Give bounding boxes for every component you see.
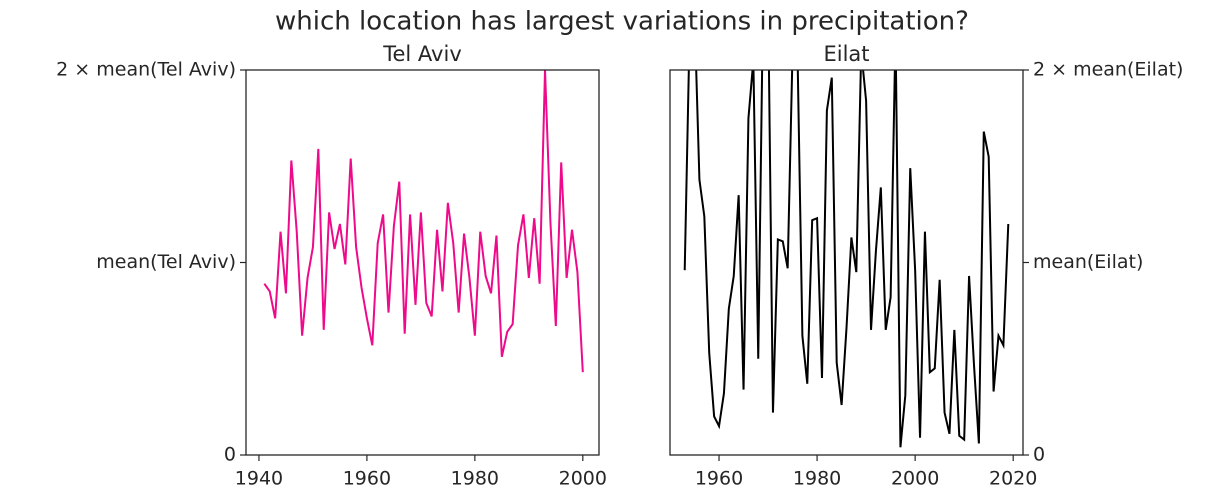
axes-frame	[669, 69, 1024, 456]
line	[683, 70, 1010, 448]
line	[263, 70, 584, 373]
x-tick-label: 1960	[343, 468, 391, 490]
x-tick-label: 2020	[989, 468, 1037, 490]
x-tick-label: 2000	[891, 468, 939, 490]
y-tick-label: 2 × mean(Tel Aviv)	[56, 59, 236, 81]
y-tick-label: 0	[224, 444, 236, 466]
x-tick-label: 1980	[451, 468, 499, 490]
y-tick-label: mean(Tel Aviv)	[96, 251, 236, 273]
y-tick-label: mean(Eilat)	[1033, 251, 1143, 273]
chart-title: Tel Aviv	[382, 42, 462, 66]
y-tick-label: 0	[1033, 444, 1045, 466]
x-tick-label: 2000	[559, 468, 607, 490]
axes-frame	[245, 69, 600, 456]
chart-title: Eilat	[823, 42, 869, 66]
y-tick-label: 2 × mean(Eilat)	[1033, 59, 1183, 81]
x-tick-label: 1960	[695, 468, 743, 490]
figure-title: which location has largest variations in…	[275, 7, 969, 37]
x-tick-label: 1940	[235, 468, 283, 490]
x-tick-label: 1980	[793, 468, 841, 490]
